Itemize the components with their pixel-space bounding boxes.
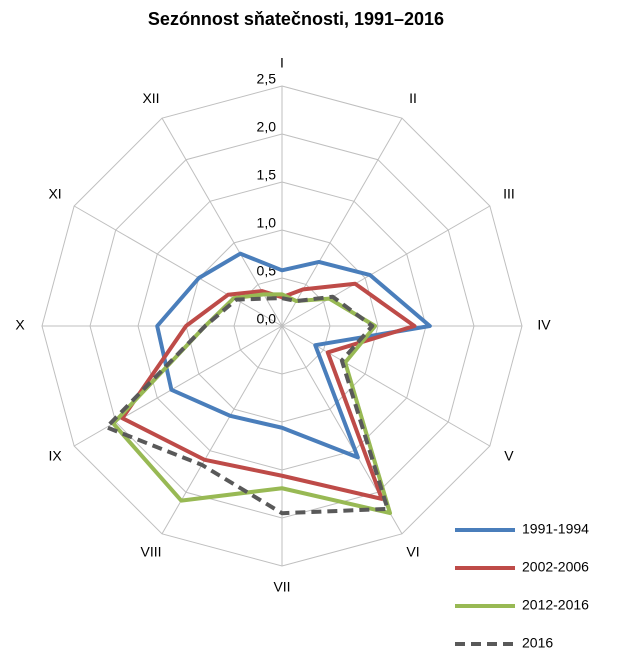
chart-title: Sezónnost sňatečnosti, 1991–2016 xyxy=(148,9,444,29)
tick-label: 0,0 xyxy=(257,311,277,327)
tick-label: 2,5 xyxy=(257,71,277,87)
spoke xyxy=(281,117,403,327)
category-label: XI xyxy=(48,186,61,202)
legend-label: 1991-1994 xyxy=(522,521,589,537)
category-label: II xyxy=(409,90,417,106)
series-line xyxy=(104,294,390,516)
series-line xyxy=(120,281,417,501)
tick-label: 2,0 xyxy=(257,119,277,135)
spoke xyxy=(281,325,491,447)
category-label: VII xyxy=(273,579,290,595)
tick-label: 1,0 xyxy=(257,215,277,231)
spoke xyxy=(281,205,491,327)
legend-label: 2012-2016 xyxy=(522,597,589,613)
series-line xyxy=(111,292,392,516)
category-label: IX xyxy=(48,448,62,464)
spoke xyxy=(161,325,283,535)
series-line xyxy=(155,251,432,460)
category-label: XII xyxy=(142,90,159,106)
category-label: V xyxy=(504,448,514,464)
category-label: I xyxy=(280,55,284,71)
legend-label: 2016 xyxy=(522,635,553,651)
legend-label: 2002-2006 xyxy=(522,559,589,575)
category-label: IV xyxy=(537,317,551,333)
category-label: VIII xyxy=(140,544,161,560)
tick-label: 1,5 xyxy=(257,167,277,183)
category-label: X xyxy=(15,317,25,333)
spoke xyxy=(73,205,283,327)
spoke xyxy=(73,325,283,447)
category-label: VI xyxy=(406,544,419,560)
category-label: III xyxy=(503,186,515,202)
